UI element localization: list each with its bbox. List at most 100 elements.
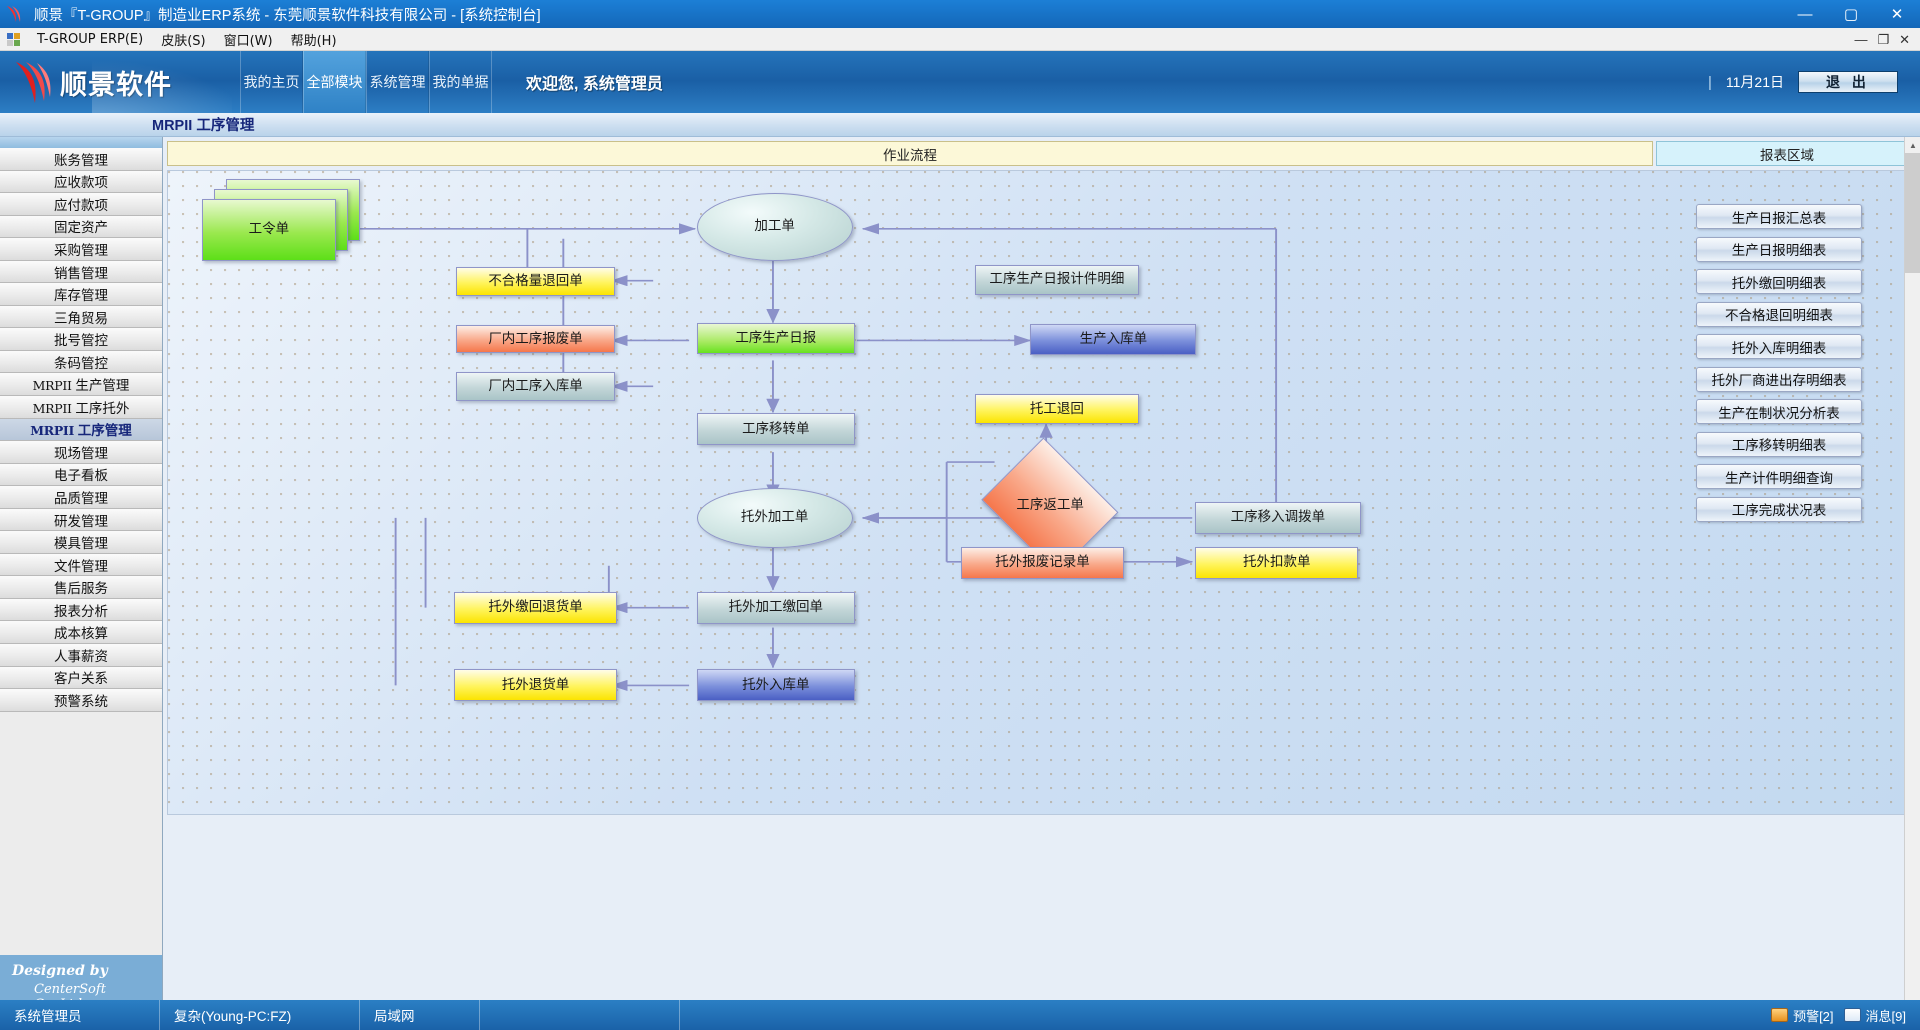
flow-node-label: 生产入库单 [1079, 331, 1148, 347]
sidebar-item-7[interactable]: 三角贸易 [0, 305, 162, 329]
message-badge[interactable]: 消息[9] [1843, 1006, 1906, 1025]
vertical-scroll-thumb[interactable] [1905, 153, 1920, 273]
sidebar-item-5[interactable]: 销售管理 [0, 260, 162, 284]
flow-node-tuowai-bf[interactable]: 托外报废记录单 [960, 546, 1125, 579]
sidebar-item-0[interactable]: 账务管理 [0, 148, 162, 171]
flow-node-tuowai-th[interactable]: 托外退货单 [453, 669, 618, 702]
app-header: 顺景软件 我的主页 全部模块 系统管理 我的单据 欢迎您, 系统管理员 | 11… [0, 51, 1920, 113]
tab-all-modules[interactable]: 全部模块 [303, 51, 366, 113]
report-button-5[interactable]: 托外厂商进出存明细表 [1696, 366, 1862, 392]
flow-node-yizhuan[interactable]: 工序移转单 [696, 413, 856, 446]
flow-node-yiru-diaobo[interactable]: 工序移入调拨单 [1195, 501, 1361, 534]
sidebar-item-6[interactable]: 库存管理 [0, 283, 162, 306]
banner-workflow: 作业流程 [167, 141, 1653, 166]
header-separator: | [1707, 73, 1712, 91]
alert-badge[interactable]: 预警[2] [1771, 1006, 1834, 1025]
maximize-button[interactable]: ▢ [1843, 6, 1859, 23]
flow-node-label: 托外报废记录单 [995, 554, 1090, 570]
tab-system-management[interactable]: 系统管理 [366, 51, 429, 113]
report-button-9[interactable]: 工序完成状况表 [1696, 496, 1862, 522]
sidebar-item-9[interactable]: 条码管控 [0, 350, 162, 374]
app-logo-icon [4, 4, 30, 24]
tab-my-documents[interactable]: 我的单据 [429, 51, 492, 113]
report-button-6[interactable]: 生产在制状况分析表 [1696, 399, 1862, 424]
tab-my-home[interactable]: 我的主页 [240, 51, 303, 113]
report-button-3[interactable]: 不合格退回明细表 [1696, 301, 1862, 327]
close-button[interactable]: ✕ [1890, 6, 1904, 23]
sidebar-item-label: 库存管理 [54, 288, 108, 304]
sidebar-item-12[interactable]: MRPII 工序管理 [0, 418, 162, 442]
status-machine: 复杂(Young-PC:FZ) [160, 1000, 360, 1030]
flow-node-changnei-rk[interactable]: 厂内工序入库单 [456, 372, 615, 402]
sidebar-item-label: 应付款项 [54, 197, 108, 213]
sidebar-item-23[interactable]: 客户关系 [0, 666, 162, 690]
flow-node-ribao[interactable]: 工序生产日报 [696, 322, 856, 355]
sidebar-item-17[interactable]: 模具管理 [0, 531, 162, 554]
sidebar-item-20[interactable]: 报表分析 [0, 598, 162, 622]
flow-node-tuowai-jg[interactable]: 托外加工单 [696, 488, 853, 548]
report-button-label: 生产计件明细查询 [1725, 470, 1833, 486]
menu-item-window[interactable]: 窗口(W) [223, 33, 273, 49]
flow-node-changnei-bf[interactable]: 厂内工序报废单 [456, 324, 615, 354]
sidebar-item-11[interactable]: MRPII 工序托外 [0, 396, 162, 419]
sidebar-item-label: 人事薪资 [54, 648, 108, 664]
status-right-area: 预警[2] 消息[9] [1771, 1006, 1920, 1025]
report-button-2[interactable]: 托外缴回明细表 [1696, 269, 1862, 294]
sidebar-item-label: 电子看板 [54, 468, 108, 484]
sidebar-item-8[interactable]: 批号管控 [0, 328, 162, 351]
sidebar-item-1[interactable]: 应收款项 [0, 170, 162, 194]
flow-node-label: 托外加工单 [740, 509, 809, 525]
sidebar-item-19[interactable]: 售后服务 [0, 576, 162, 599]
flow-node-tuowai-jh[interactable]: 托外加工缴回单 [696, 591, 856, 624]
sidebar-item-24[interactable]: 预警系统 [0, 689, 162, 712]
vertical-scrollbar[interactable]: ▲ [1904, 137, 1920, 1017]
flow-node-buhege[interactable]: 不合格量退回单 [456, 266, 615, 296]
report-button-4[interactable]: 托外入库明细表 [1696, 334, 1862, 359]
sidebar-item-2[interactable]: 应付款项 [0, 193, 162, 216]
report-button-1[interactable]: 生产日报明细表 [1696, 236, 1862, 262]
report-button-label: 生产日报汇总表 [1731, 210, 1827, 226]
header-right-area: | 11月21日 退 出 [1708, 51, 1920, 113]
flow-node-tuogong-th[interactable]: 托工退回 [975, 394, 1139, 425]
mdi-close-button[interactable]: ✕ [1899, 31, 1910, 47]
sidebar-item-18[interactable]: 文件管理 [0, 553, 162, 577]
sidebar-item-16[interactable]: 研发管理 [0, 508, 162, 532]
sidebar-item-3[interactable]: 固定资产 [0, 215, 162, 239]
sidebar-item-14[interactable]: 电子看板 [0, 463, 162, 487]
mdi-minimize-button[interactable]: — [1854, 32, 1868, 47]
flow-node-tuowai-rk[interactable]: 托外入库单 [696, 669, 856, 702]
sidebar-item-13[interactable]: 现场管理 [0, 441, 162, 464]
flow-node-tuowai-kk[interactable]: 托外扣款单 [1195, 546, 1359, 579]
sidebar-item-label: 模具管理 [54, 536, 108, 552]
menu-item-erp[interactable]: T-GROUP ERP(E) [37, 31, 144, 47]
menu-item-skin[interactable]: 皮肤(S) [161, 33, 206, 49]
report-button-label: 不合格退回明细表 [1725, 308, 1833, 323]
flow-node-label: 托工退回 [1029, 400, 1084, 416]
menu-item-help[interactable]: 帮助(H) [290, 33, 337, 49]
sidebar-item-label: 文件管理 [54, 558, 108, 574]
scroll-up-arrow[interactable]: ▲ [1905, 137, 1920, 153]
flow-node-jijian[interactable]: 工序生产日报计件明细 [975, 264, 1139, 295]
sidebar-item-22[interactable]: 人事薪资 [0, 644, 162, 667]
report-button-7[interactable]: 工序移转明细表 [1696, 431, 1862, 457]
primary-nav-tabs: 我的主页 全部模块 系统管理 我的单据 [240, 51, 492, 113]
flow-node-label: 工序移入调拨单 [1230, 509, 1326, 525]
sidebar-item-10[interactable]: MRPII 生产管理 [0, 373, 162, 397]
flow-node-jiagongdan[interactable]: 加工单 [696, 192, 853, 261]
flow-node-gongling[interactable]: 工令单 [201, 198, 337, 261]
flow-node-shengchan-rk[interactable]: 生产入库单 [1030, 323, 1197, 356]
report-button-0[interactable]: 生产日报汇总表 [1696, 204, 1862, 229]
sidebar-item-21[interactable]: 成本核算 [0, 621, 162, 645]
sidebar-item-label: 客户关系 [54, 671, 108, 687]
report-button-8[interactable]: 生产计件明细查询 [1696, 464, 1862, 489]
designed-by-label: Designed by [12, 963, 108, 979]
section-banners: 作业流程 报表区域 [167, 141, 1918, 166]
minimize-button[interactable]: — [1797, 5, 1813, 23]
sidebar-item-4[interactable]: 采购管理 [0, 238, 162, 261]
mdi-restore-button[interactable]: ❐ [1877, 31, 1890, 47]
sidebar-item-15[interactable]: 品质管理 [0, 486, 162, 509]
flow-node-label: 托外退货单 [501, 676, 570, 692]
flow-node-tuowai-jhth[interactable]: 托外缴回退货单 [453, 591, 618, 624]
logout-button[interactable]: 退 出 [1798, 71, 1898, 93]
sidebar-item-label: 品质管理 [54, 490, 108, 506]
